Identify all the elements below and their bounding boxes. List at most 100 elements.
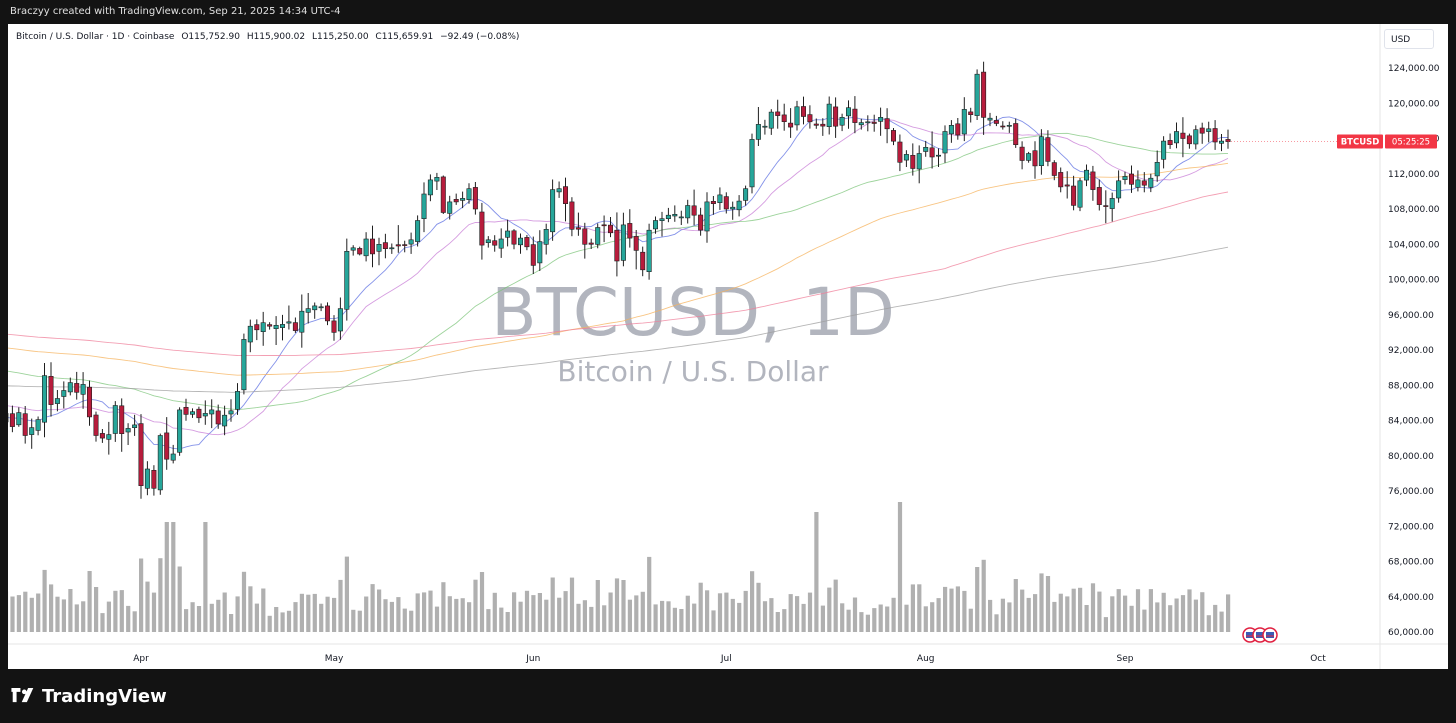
candle-body[interactable] [948, 125, 954, 135]
candle-body[interactable] [749, 139, 755, 188]
candle-body[interactable] [427, 179, 433, 196]
candle-body[interactable] [54, 398, 60, 404]
candle-body[interactable] [363, 238, 369, 257]
candle-body[interactable] [402, 244, 408, 246]
candle-body[interactable] [177, 409, 183, 453]
candle-body[interactable] [646, 229, 652, 272]
candle-body[interactable] [299, 310, 305, 333]
candle-body[interactable] [981, 71, 987, 118]
candle-body[interactable] [273, 324, 279, 329]
symbol-title[interactable]: Bitcoin / U.S. Dollar · 1D · Coinbase [16, 32, 175, 42]
candle-body[interactable] [157, 435, 163, 491]
candle-body[interactable] [826, 103, 832, 127]
candle-body[interactable] [1071, 185, 1077, 206]
candle-body[interactable] [132, 424, 138, 428]
candle-body[interactable] [614, 229, 620, 262]
candle-body[interactable] [408, 239, 414, 245]
candle-body[interactable] [9, 413, 15, 427]
candle-body[interactable] [376, 244, 382, 252]
candle-body[interactable] [852, 108, 858, 123]
candle-body[interactable] [607, 224, 613, 234]
candle-body[interactable] [312, 305, 318, 311]
candle-body[interactable] [955, 123, 961, 136]
candle-body[interactable] [575, 227, 581, 230]
candle-body[interactable] [543, 229, 549, 245]
candle-body[interactable] [1186, 135, 1192, 145]
candle-body[interactable] [241, 339, 247, 391]
candle-body[interactable] [318, 306, 324, 309]
candle-body[interactable] [1135, 179, 1141, 188]
candle-body[interactable] [183, 406, 189, 415]
candle-body[interactable] [151, 469, 157, 489]
candle-body[interactable] [916, 153, 922, 170]
candle-body[interactable] [974, 73, 980, 116]
candle-body[interactable] [942, 131, 948, 154]
candle-body[interactable] [440, 176, 446, 213]
candle-body[interactable] [839, 117, 845, 126]
candle-body[interactable] [1174, 131, 1180, 144]
candle-body[interactable] [48, 375, 54, 405]
candle-body[interactable] [22, 413, 28, 436]
candle-body[interactable] [74, 383, 80, 393]
candle-body[interactable] [485, 239, 491, 244]
event-flag-icon[interactable] [1262, 627, 1278, 643]
candle-body[interactable] [678, 216, 684, 219]
candle-body[interactable] [1167, 140, 1173, 146]
candle-body[interactable] [1058, 172, 1064, 188]
candle-body[interactable] [1148, 177, 1154, 188]
candle-body[interactable] [209, 409, 215, 415]
candle-body[interactable] [704, 201, 710, 232]
currency-button[interactable]: USD [1384, 29, 1434, 49]
candle-body[interactable] [640, 251, 646, 271]
candle-body[interactable] [788, 122, 794, 128]
candle-body[interactable] [1045, 137, 1051, 162]
candle-body[interactable] [505, 230, 511, 238]
candle-body[interactable] [517, 237, 523, 246]
candle-body[interactable] [228, 410, 234, 415]
candle-body[interactable] [871, 121, 877, 124]
candle-body[interactable] [222, 414, 228, 427]
candle-body[interactable] [1116, 180, 1122, 199]
candle-body[interactable] [672, 214, 678, 217]
candle-body[interactable] [331, 320, 337, 333]
candle-body[interactable] [286, 321, 292, 324]
candle-body[interactable] [1212, 128, 1218, 143]
candle-body[interactable] [736, 200, 742, 211]
candle-body[interactable] [1161, 140, 1167, 160]
candle-body[interactable] [878, 117, 884, 122]
candle-body[interactable] [730, 206, 736, 210]
candle-body[interactable] [961, 109, 967, 135]
candle-body[interactable] [415, 220, 421, 242]
candle-body[interactable] [1109, 198, 1115, 209]
candle-body[interactable] [794, 106, 800, 126]
candle-body[interactable] [1206, 128, 1212, 132]
candle-body[interactable] [968, 111, 974, 116]
candle-body[interactable] [1051, 162, 1057, 176]
candle-body[interactable] [125, 428, 131, 433]
candle-body[interactable] [743, 188, 749, 201]
candle-body[interactable] [1103, 205, 1109, 207]
candle-body[interactable] [389, 247, 395, 250]
candle-body[interactable] [923, 147, 929, 152]
chart-frame[interactable]: BTCUSD, 1D Bitcoin / U.S. Dollar 124,000.… [8, 24, 1448, 669]
candle-body[interactable] [511, 230, 517, 245]
candle-body[interactable] [698, 214, 704, 231]
candle-body[interactable] [807, 114, 813, 123]
candle-body[interactable] [524, 237, 530, 248]
candle-body[interactable] [569, 201, 575, 230]
candle-body[interactable] [1180, 132, 1186, 139]
candle-body[interactable] [254, 324, 260, 331]
candle-body[interactable] [1032, 150, 1038, 167]
candle-body[interactable] [1129, 173, 1135, 185]
candle-body[interactable] [556, 188, 562, 193]
candle-body[interactable] [755, 124, 761, 140]
candle-body[interactable] [93, 414, 99, 436]
candle-body[interactable] [138, 423, 144, 487]
candle-body[interactable] [344, 251, 350, 310]
candle-body[interactable] [1013, 123, 1019, 146]
candle-body[interactable] [80, 384, 86, 395]
candle-body[interactable] [350, 247, 356, 251]
candle-body[interactable] [813, 123, 819, 126]
candle-body[interactable] [99, 433, 105, 439]
candle-body[interactable] [768, 111, 774, 129]
